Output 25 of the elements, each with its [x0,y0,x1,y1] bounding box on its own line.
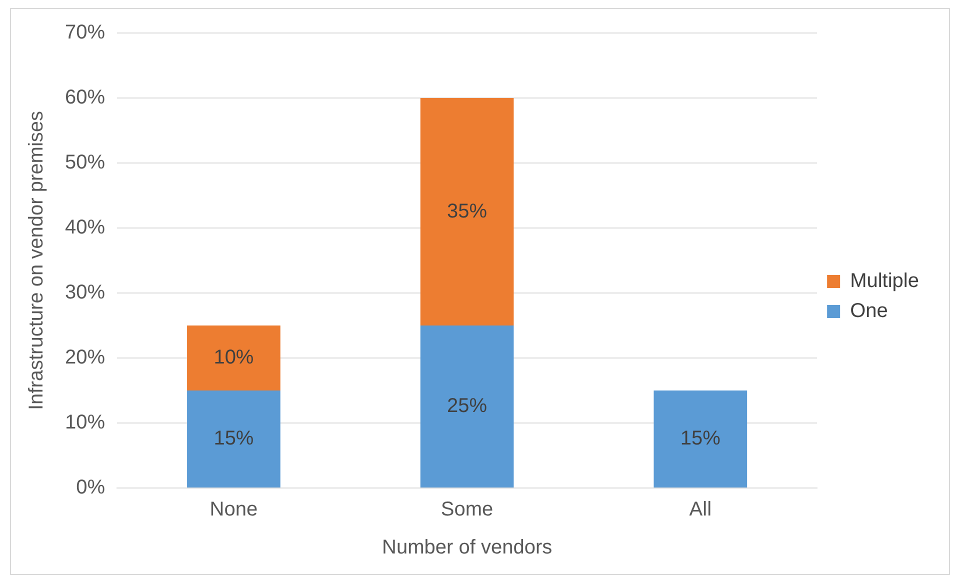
y-tick-label: 20% [65,346,106,369]
bar [420,98,514,326]
y-axis-title: Infrastructure on vendor premises [26,110,48,410]
bar [654,390,748,488]
y-tick-label: 0% [76,476,106,499]
y-tick-label: 60% [65,86,106,109]
x-tick-label: All [689,498,712,521]
x-axis-title: Number of vendors [382,536,552,559]
y-tick-label: 40% [65,216,106,239]
y-tick-label: 70% [65,22,106,44]
legend-label: One [850,300,888,322]
legend-label: Multiple [850,270,920,292]
data-label: 35% [447,200,488,222]
bar [420,326,514,488]
data-label: 15% [680,428,721,450]
x-tick-label: None [210,498,258,521]
data-label: 15% [214,428,254,450]
data-label: 10% [214,346,254,369]
data-label: 25% [447,395,488,418]
bar [187,326,280,390]
y-tick-label: 30% [65,282,106,304]
bar [187,390,280,488]
y-tick-label: 50% [65,152,106,174]
y-tick-label: 10% [65,412,106,434]
x-tick-label: Some [440,498,494,521]
